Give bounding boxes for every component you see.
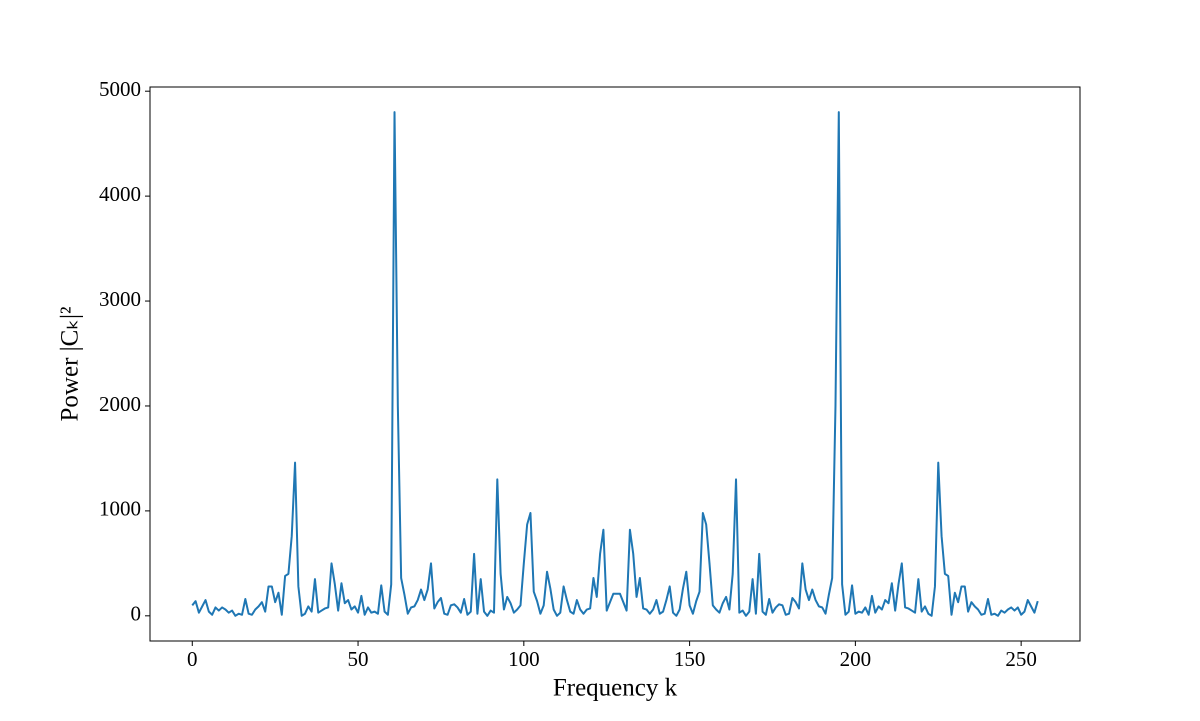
y-tick-label: 3000: [99, 287, 141, 311]
y-tick-label: 5000: [99, 77, 141, 101]
x-tick-label: 200: [840, 647, 872, 671]
x-tick-label: 50: [348, 647, 369, 671]
y-tick-label: 2000: [99, 392, 141, 416]
plot-frame: [149, 86, 1081, 642]
x-tick-label: 150: [674, 647, 706, 671]
x-tick-label: 100: [508, 647, 540, 671]
x-tick-label: 250: [1005, 647, 1037, 671]
x-axis-label: Frequency k: [553, 675, 678, 702]
y-tick-label: 4000: [99, 182, 141, 206]
y-tick-label: 1000: [99, 497, 141, 521]
x-tick-label: 0: [187, 647, 198, 671]
line: [191, 111, 1039, 617]
y-tick-label: 0: [131, 602, 142, 626]
y-axis-label: Power |Cₖ|²: [57, 307, 84, 422]
